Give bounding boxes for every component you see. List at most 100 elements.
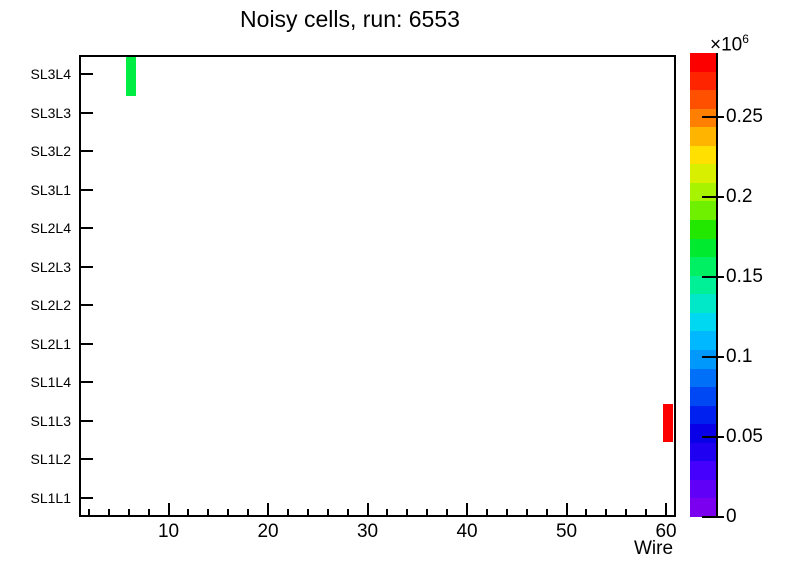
colorbar-band: [690, 442, 716, 462]
y-axis-tick: [79, 496, 93, 499]
x-axis-minor-tick: [346, 509, 349, 517]
colorbar-band: [690, 257, 716, 276]
x-axis-minor-tick: [306, 509, 309, 517]
colorbar-band: [690, 368, 716, 388]
colorbar-tick-label: 0.15: [726, 266, 763, 287]
y-axis-tick-label: SL3L4: [30, 66, 71, 83]
x-axis-tick-label: 10: [157, 521, 180, 542]
y-axis-tick: [79, 150, 93, 153]
colorbar-band: [690, 52, 716, 72]
colorbar-band: [690, 127, 716, 146]
colorbar-band: [690, 275, 716, 295]
colorbar-band: [690, 145, 716, 165]
y-axis-labels: SL3L4 SL3L3 SL3L2 SL3L1 SL2L4 SL2L3 SL2L2 SL2L1…: [0, 0, 79, 572]
colorbar-tick-label: 0.2: [726, 186, 753, 207]
x-axis-minor-tick: [207, 509, 210, 517]
y-axis-tick-label: SL2L1: [30, 335, 71, 352]
y-axis-tick: [79, 73, 93, 76]
x-axis-tick-label: 30: [356, 521, 379, 542]
colorbar-band: [690, 238, 716, 258]
y-axis-tick-label: SL1L1: [30, 489, 71, 506]
x-axis-minor-tick: [187, 509, 190, 517]
x-axis-tick-label: 20: [257, 521, 279, 542]
x-axis-minor-tick: [107, 509, 110, 517]
colorbar-axis-line: [716, 53, 718, 517]
colorbar-tick: [702, 436, 724, 438]
x-axis-major-tick: [167, 503, 170, 517]
colorbar-band: [690, 294, 716, 313]
y-axis-tick: [79, 419, 93, 422]
x-axis-minor-tick: [147, 509, 150, 517]
colorbar-band: [690, 71, 716, 91]
heatmap-cell: [663, 403, 673, 442]
colorbar-multiplier-label: ×106: [710, 32, 749, 56]
x-axis-title: Wire: [634, 538, 674, 559]
colorbar-band: [690, 461, 716, 480]
x-axis-major-tick: [665, 503, 668, 517]
colorbar-band: [690, 201, 716, 220]
colorbar-band: [690, 331, 716, 350]
x-axis-minor-tick: [127, 509, 130, 517]
colorbar-band: [690, 312, 716, 332]
y-axis-tick: [79, 265, 93, 268]
colorbar-tick: [702, 276, 724, 278]
colorbar-multiplier-base: ×10: [710, 34, 743, 56]
x-axis-minor-tick: [485, 509, 488, 517]
y-axis-tick: [79, 188, 93, 191]
y-axis-tick: [79, 304, 93, 307]
x-axis-minor-tick: [545, 509, 548, 517]
x-axis-tick-label: 60: [655, 521, 677, 542]
colorbar: [690, 52, 716, 517]
y-axis-tick: [79, 342, 93, 345]
colorbar-band: [690, 387, 716, 406]
colorbar-tick: [702, 516, 724, 518]
y-axis-tick-label: SL2L3: [30, 258, 71, 275]
x-axis-tick-label: 40: [456, 521, 478, 542]
x-axis-minor-tick: [326, 509, 329, 517]
y-axis-tick-label: SL3L2: [30, 143, 71, 160]
colorbar-band: [690, 349, 716, 369]
x-axis-minor-tick: [645, 509, 648, 517]
x-axis-minor-tick: [386, 509, 389, 517]
colorbar-band: [690, 479, 716, 499]
x-axis-major-tick: [466, 503, 469, 517]
colorbar-tick-label: 0.05: [726, 426, 763, 447]
colorbar-tick-label: 0.1: [726, 346, 753, 367]
x-axis-major-tick: [267, 503, 270, 517]
x-axis-minor-tick: [605, 509, 608, 517]
colorbar-multiplier-exponent: 6: [742, 32, 749, 46]
x-axis-minor-tick: [446, 509, 449, 517]
y-axis-tick-label: SL3L3: [30, 104, 71, 121]
colorbar-tick: [702, 116, 724, 118]
x-axis-minor-tick: [525, 509, 528, 517]
colorbar-band: [690, 498, 716, 517]
x-axis-minor-tick: [625, 509, 628, 517]
colorbar-tick-label: 0.25: [726, 106, 763, 127]
y-axis-tick: [79, 458, 93, 461]
colorbar-tick-label: 0: [726, 506, 737, 527]
page-title: Noisy cells, run: 6553: [240, 6, 460, 32]
x-axis-minor-tick: [247, 509, 250, 517]
x-axis-minor-tick: [585, 509, 588, 517]
x-axis-minor-tick: [87, 509, 90, 517]
colorbar-band: [690, 424, 716, 443]
y-axis-tick-label: SL2L2: [30, 297, 71, 314]
x-axis-minor-tick: [286, 509, 289, 517]
x-axis-minor-tick: [505, 509, 508, 517]
colorbar-band: [690, 220, 716, 239]
x-axis-minor-tick: [227, 509, 230, 517]
colorbar-tick: [702, 356, 724, 358]
x-axis-major-tick: [565, 503, 568, 517]
y-axis-tick: [79, 381, 93, 384]
y-axis-tick: [79, 227, 93, 230]
y-axis-tick-label: SL1L3: [30, 412, 71, 429]
colorbar-band: [690, 405, 716, 425]
y-axis-tick-label: SL3L1: [30, 181, 71, 198]
y-axis-tick-label: SL1L2: [30, 451, 71, 468]
colorbar-band: [690, 182, 716, 202]
x-axis-minor-tick: [426, 509, 429, 517]
y-axis-tick: [79, 111, 93, 114]
colorbar-band: [690, 90, 716, 109]
x-axis-major-tick: [366, 503, 369, 517]
